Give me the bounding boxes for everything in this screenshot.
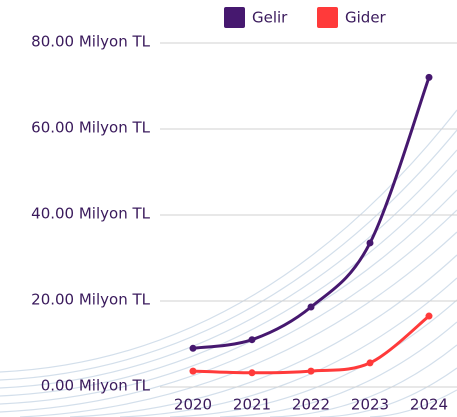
x-tick-label: 2024 xyxy=(410,396,448,414)
legend-label: Gelir xyxy=(252,9,288,27)
legend-swatch xyxy=(317,7,338,28)
point xyxy=(249,369,256,376)
point xyxy=(190,345,197,352)
y-tick-label: 20.00 Milyon TL xyxy=(31,291,150,309)
y-tick-label: 0.00 Milyon TL xyxy=(41,377,151,395)
point xyxy=(190,368,197,375)
point xyxy=(367,239,374,246)
x-tick-label: 2020 xyxy=(174,396,212,414)
point xyxy=(426,313,433,320)
x-tick-label: 2023 xyxy=(351,396,389,414)
legend-label: Gider xyxy=(345,9,387,27)
legend-swatch xyxy=(224,7,245,28)
y-tick-label: 60.00 Milyon TL xyxy=(31,119,150,137)
chart: 0.00 Milyon TL 20.00 Milyon TL 40.00 Milyo… xyxy=(0,0,457,417)
point xyxy=(308,304,315,311)
point xyxy=(367,359,374,366)
y-tick-label: 80.00 Milyon TL xyxy=(31,33,150,51)
point xyxy=(426,74,433,81)
y-tick-label: 40.00 Milyon TL xyxy=(31,205,150,223)
point xyxy=(308,368,315,375)
page: {"chart_data": {"type": "line", "categor… xyxy=(0,0,457,417)
point xyxy=(249,336,256,343)
x-tick-label: 2022 xyxy=(292,396,330,414)
x-tick-label: 2021 xyxy=(233,396,271,414)
